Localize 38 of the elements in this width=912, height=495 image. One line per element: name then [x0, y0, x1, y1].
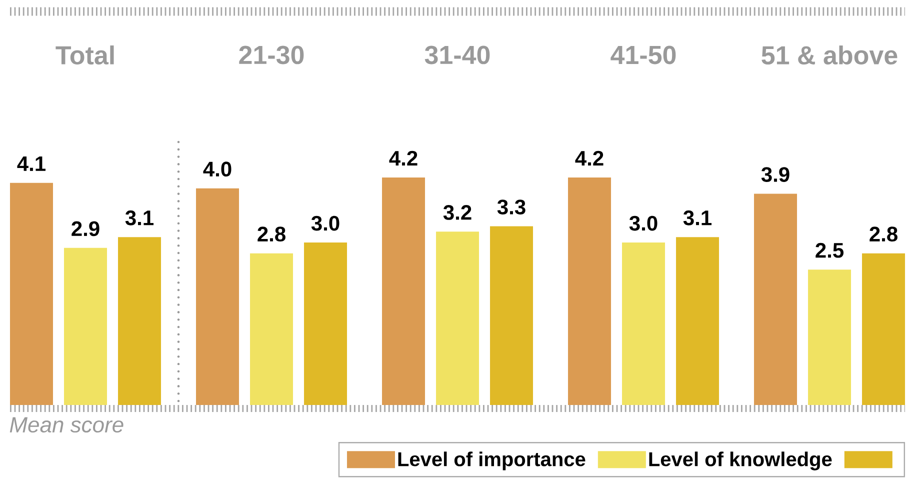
data-label: 2.8 [258, 226, 286, 242]
data-label: 4.0 [203, 162, 232, 177]
data-label: 4.2 [389, 150, 418, 166]
x-tick-label: 41-50 [610, 46, 676, 64]
data-label: 3.1 [683, 210, 712, 226]
legend-label: Level of knowledge [649, 452, 832, 470]
bar [250, 253, 294, 405]
data-label: 2.9 [72, 221, 100, 236]
bar [808, 270, 852, 405]
legend-label: Level of importance [398, 452, 586, 470]
bar [118, 237, 161, 405]
bar [568, 178, 612, 405]
bar [490, 226, 534, 405]
bar [304, 242, 348, 405]
data-label: 2.5 [816, 242, 844, 258]
data-label: 3.2 [443, 205, 472, 220]
x-tick-label: 21-30 [239, 46, 304, 64]
data-label: 4.1 [17, 156, 46, 171]
text: Mean score [10, 417, 124, 433]
bar [436, 232, 480, 405]
data-label: 3.9 [761, 167, 790, 182]
data-label: 2.8 [870, 226, 898, 242]
x-tick-label: 51 & above [762, 45, 898, 65]
x-tick-label: 31-40 [424, 46, 490, 64]
data-label: 3.0 [629, 216, 658, 231]
bar [196, 188, 240, 405]
data-label: 3.0 [311, 216, 340, 231]
data-label: 4.2 [575, 150, 604, 166]
bar [622, 242, 666, 405]
bar [382, 178, 426, 405]
bar [754, 194, 798, 405]
bar [10, 182, 53, 405]
data-label: 3.3 [497, 200, 526, 214]
bar [64, 248, 107, 405]
bar [862, 253, 906, 405]
data-label: 3.1 [125, 210, 154, 226]
bar [676, 237, 720, 405]
x-tick-label: Total [56, 45, 114, 65]
